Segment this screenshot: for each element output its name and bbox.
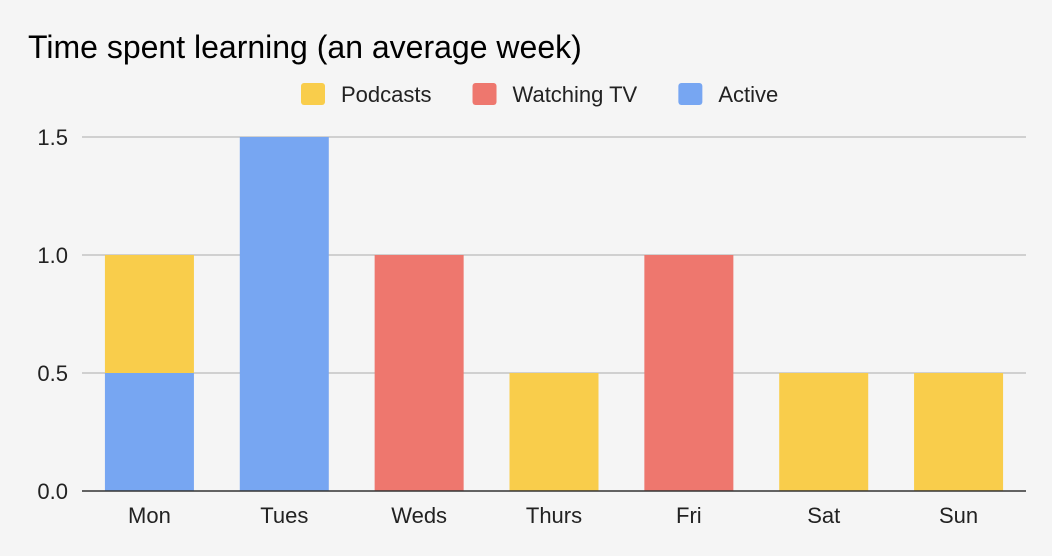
x-tick-label-sun: Sun [939,503,978,528]
legend-label: Active [718,82,778,107]
bar-podcasts-thurs [509,373,599,491]
x-tick-label-thurs: Thurs [526,503,582,528]
bar-watching-tv-weds [374,255,464,491]
y-axis-ticks: 0.0 0.5 1.0 1.5 [37,125,68,504]
bar-watching-tv-fri [644,255,734,491]
bar-podcasts-mon [104,255,194,373]
x-tick-label-sat: Sat [807,503,840,528]
legend-label: Podcasts [341,82,432,107]
bar-podcasts-sun [914,373,1004,491]
x-tick-label-mon: Mon [128,503,171,528]
y-tick-label: 1.5 [37,125,68,150]
legend-item-podcasts: Podcasts [301,82,432,107]
legend-swatch [472,83,497,105]
chart-title: Time spent learning (an average week) [28,29,582,65]
y-tick-label: 0.5 [37,361,68,386]
gridlines [82,136,1026,374]
legend-label: Watching TV [513,82,638,107]
bar-active-tues [239,137,329,491]
legend-swatch [678,83,703,105]
y-tick-label: 1.0 [37,243,68,268]
x-tick-label-fri: Fri [676,503,702,528]
bar-active-mon [104,373,194,491]
legend-item-active: Active [678,82,778,107]
legend-item-watching-tv: Watching TV [472,82,638,107]
x-tick-label-weds: Weds [391,503,447,528]
bar-podcasts-sat [779,373,869,491]
y-tick-label: 0.0 [37,479,68,504]
legend: Podcasts Watching TV Active [301,82,778,107]
legend-swatch [301,83,325,105]
bars [104,137,1004,491]
x-axis-ticks: Mon Tues Weds Thurs Fri Sat Sun [128,503,978,528]
x-tick-label-tues: Tues [260,503,308,528]
